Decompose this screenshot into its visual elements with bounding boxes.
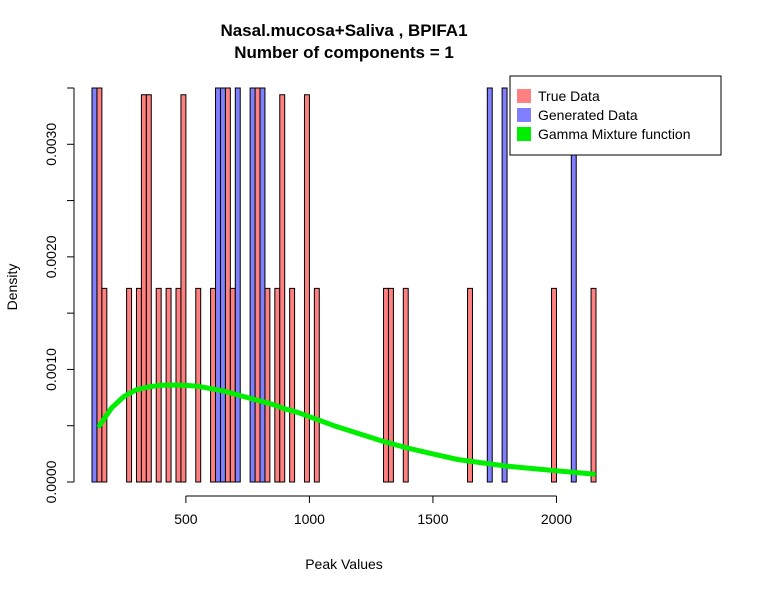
legend-entry-label: Generated Data [538, 107, 638, 123]
legend: True Data Generated Data Gamma Mixture fun… [509, 75, 722, 156]
generated-data-bar [234, 87, 241, 483]
legend-entry-label: True Data [538, 88, 600, 104]
gamma-mixture-curve-group [96, 382, 596, 477]
generated-data-bars [91, 87, 577, 483]
y-axis-label: Density [4, 264, 20, 311]
legend-box [509, 75, 722, 156]
true-data-bar [289, 287, 296, 483]
generated-data-bar [219, 87, 226, 483]
true-data-bar [313, 287, 320, 483]
legend-swatch [517, 127, 531, 141]
true-data-bar [274, 287, 281, 483]
generated-data-bar [249, 87, 256, 483]
chart-title: Nasal.mucosa+Saliva , BPIFA1 [220, 21, 467, 40]
true-data-bar [224, 87, 231, 483]
x-tick-label: 500 [174, 511, 198, 527]
true-data-bar [590, 287, 597, 483]
legend-swatch [517, 89, 531, 103]
true-data-bar [264, 287, 271, 483]
generated-data-bar [91, 87, 98, 483]
x-axis: 500 1000 1500 2000 [174, 495, 572, 527]
true-data-bar [387, 287, 394, 483]
x-tick-label: 1500 [417, 511, 448, 527]
x-axis-label: Peak Values [305, 556, 383, 572]
true-data-bar [402, 287, 409, 483]
legend-entry-label: Gamma Mixture function [538, 126, 691, 142]
true-data-bar [101, 287, 108, 483]
true-data-bar [180, 94, 187, 483]
y-tick-label: 0.0020 [43, 235, 59, 278]
y-axis: 0.0000 0.0010 0.0020 0.0030 [43, 87, 75, 503]
true-data-bar [279, 94, 286, 483]
true-data-bar [145, 94, 152, 483]
true-data-bar [229, 287, 236, 483]
y-tick-label: 0.0030 [43, 123, 59, 166]
chart-subtitle: Number of components = 1 [234, 43, 454, 62]
true-data-bar [140, 94, 147, 483]
true-data-bar [467, 287, 473, 483]
true-data-bar [254, 87, 261, 483]
y-tick-label: 0.0000 [43, 460, 59, 503]
true-data-bar [551, 287, 557, 483]
x-tick-label: 1000 [294, 511, 325, 527]
true-data-bar [383, 287, 389, 483]
generated-data-bar [259, 87, 266, 483]
y-tick-label: 0.0010 [43, 348, 59, 391]
true-data-bar [210, 287, 217, 483]
true-data-bar [126, 287, 133, 483]
true-data-bar [135, 287, 142, 483]
gamma-mixture-curve [96, 382, 596, 477]
generated-data-bar [215, 87, 221, 483]
x-tick-label: 2000 [541, 511, 572, 527]
generated-data-bar [486, 87, 493, 483]
true-data-bar [303, 94, 310, 483]
legend-swatch [517, 108, 531, 122]
generated-data-bar [501, 87, 508, 483]
